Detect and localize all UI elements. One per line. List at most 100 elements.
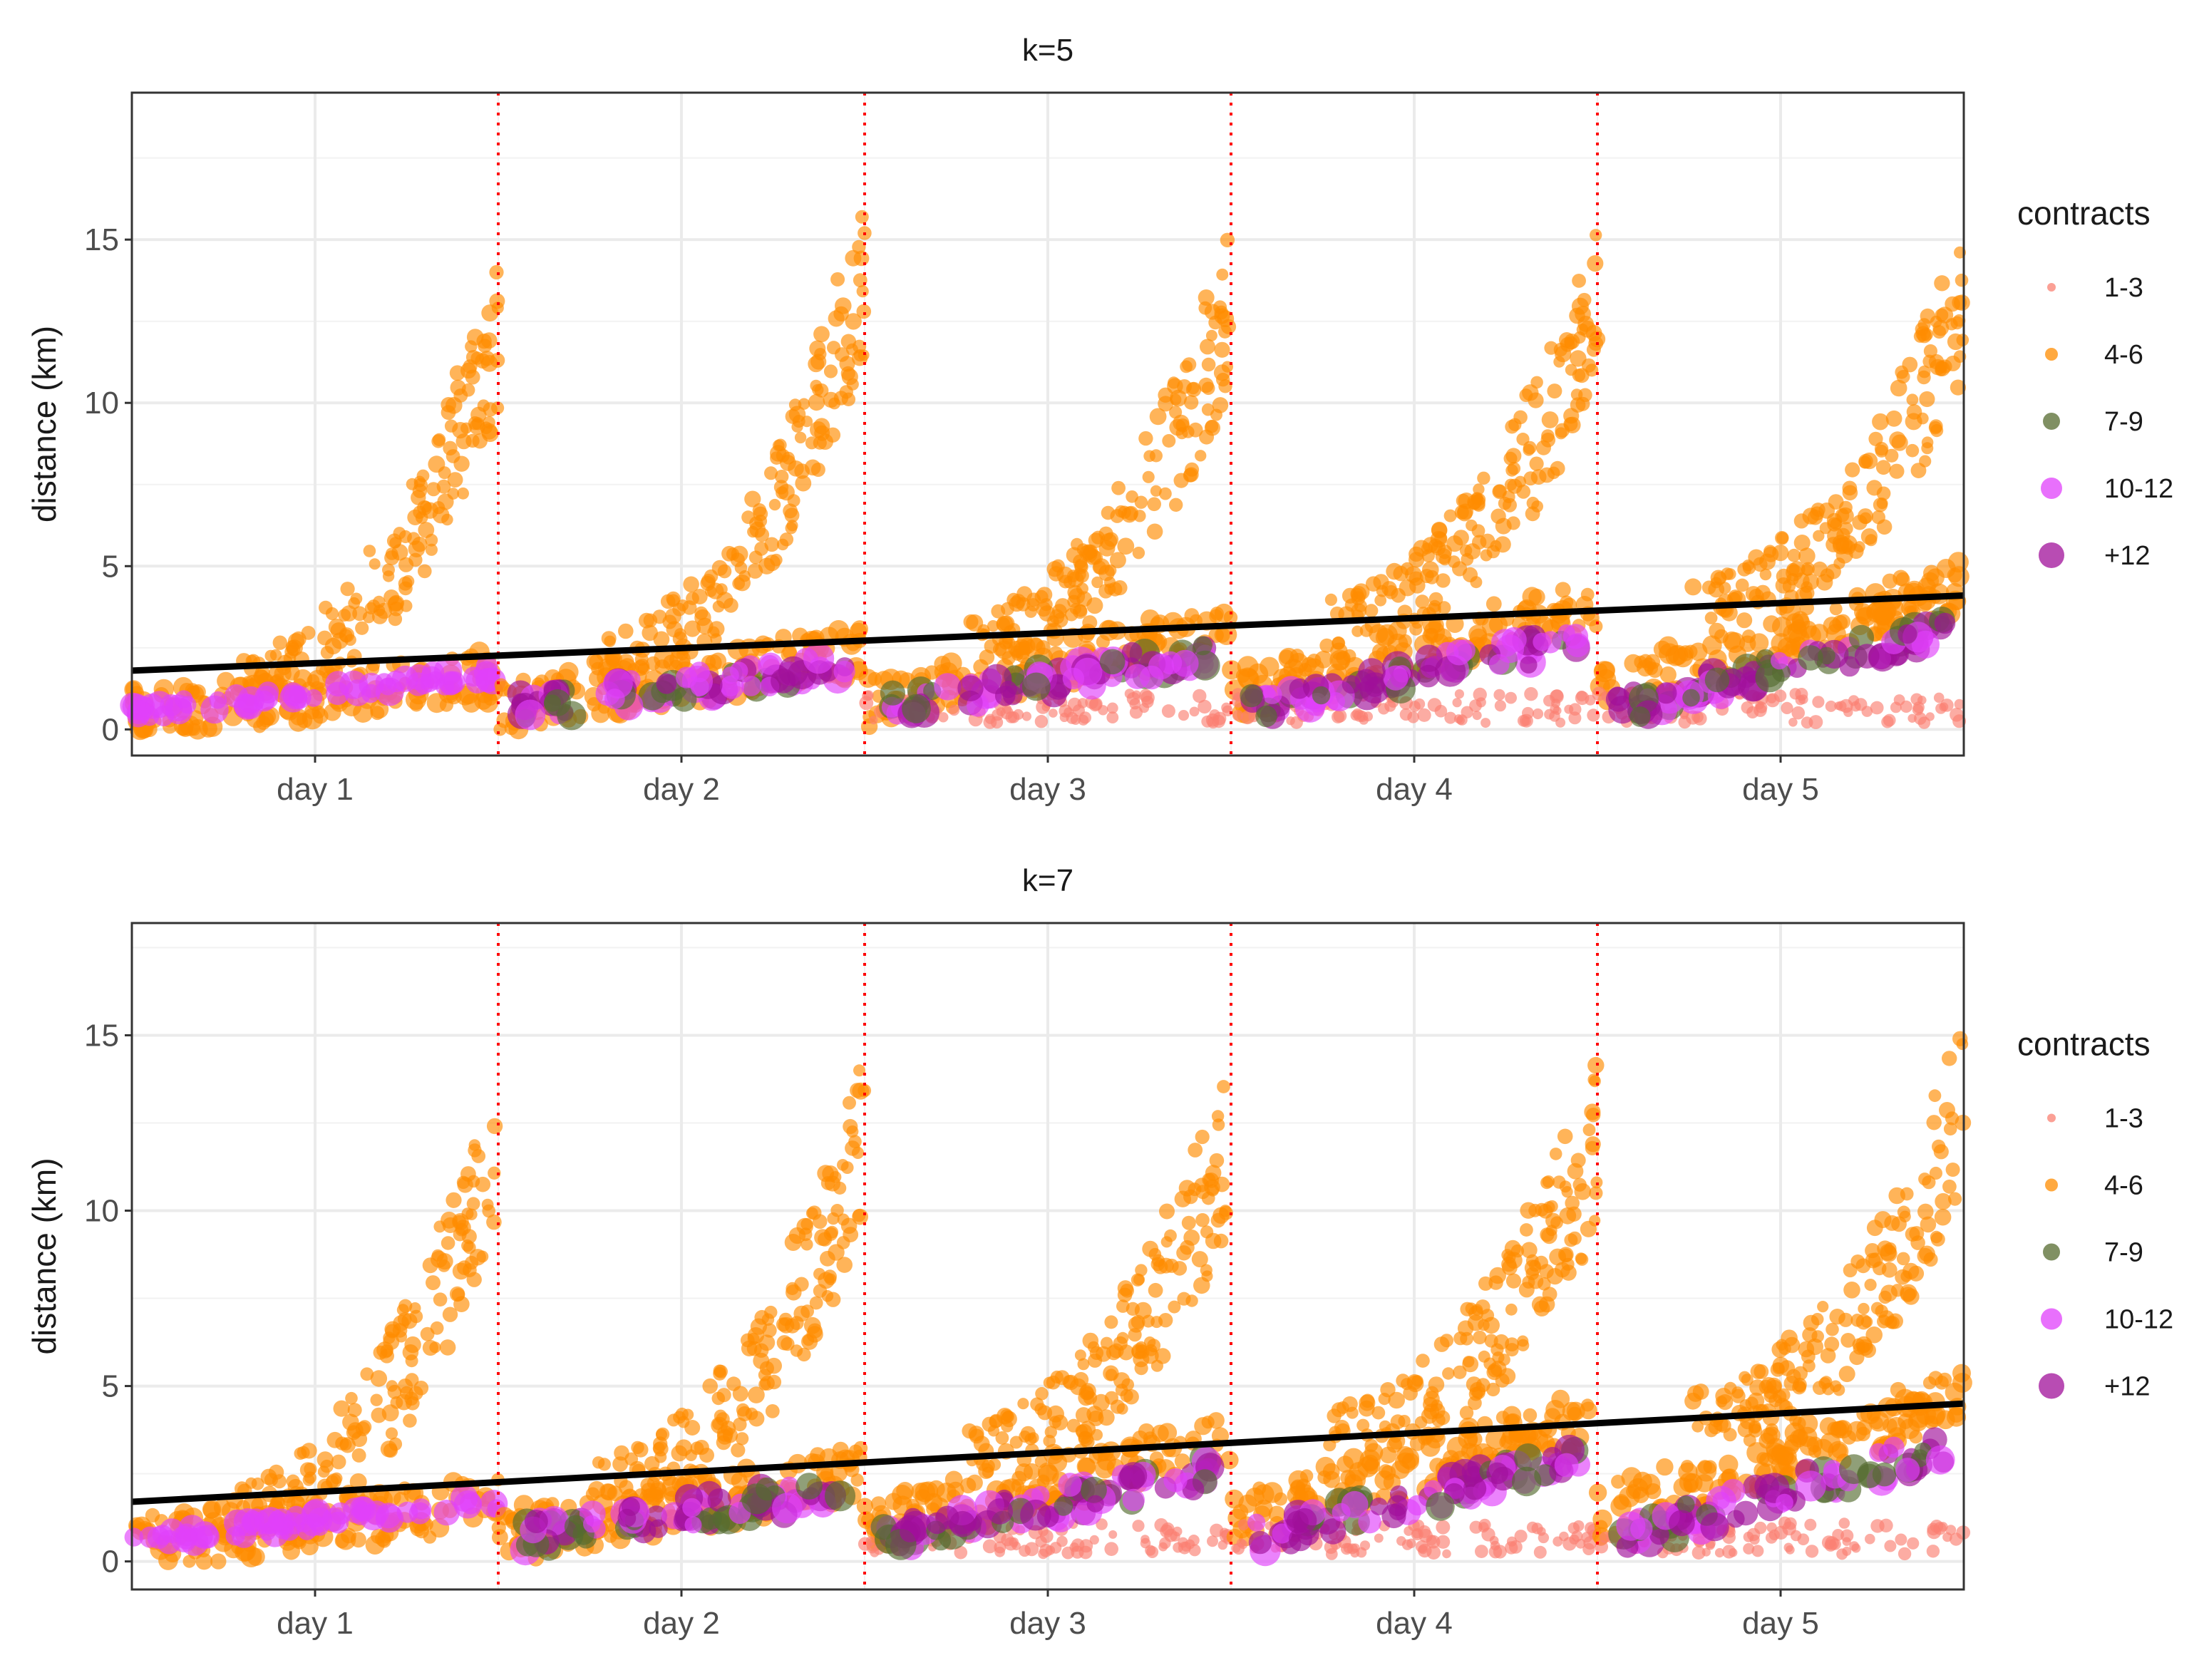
data-point <box>408 540 426 557</box>
data-point <box>805 436 818 450</box>
data-point <box>1147 497 1161 512</box>
data-point <box>1205 419 1219 433</box>
x-tick-label: day 5 <box>1742 1606 1819 1641</box>
data-point <box>1478 1518 1491 1531</box>
legend-label: 1-3 <box>2104 273 2143 303</box>
data-point <box>1172 1526 1183 1537</box>
data-point <box>1232 1542 1245 1555</box>
data-point <box>1555 345 1572 363</box>
data-point <box>190 1521 219 1550</box>
data-point <box>465 433 480 448</box>
data-point <box>1842 480 1858 496</box>
legend-key <box>2047 283 2056 292</box>
data-point <box>684 1516 702 1534</box>
x-tick-label: day 1 <box>277 772 354 807</box>
data-point <box>476 333 492 349</box>
data-point <box>1950 316 1964 330</box>
data-point <box>1709 622 1726 639</box>
data-point <box>1111 480 1126 495</box>
data-point <box>1159 1203 1175 1220</box>
data-point <box>1217 1080 1230 1093</box>
data-point <box>1209 1153 1225 1168</box>
data-point <box>1655 682 1677 704</box>
data-point <box>1046 561 1063 577</box>
data-point <box>814 383 829 398</box>
data-point <box>1749 1379 1766 1396</box>
data-point <box>1431 1399 1443 1411</box>
data-point <box>759 1361 774 1376</box>
data-point <box>712 600 725 613</box>
data-point <box>948 704 960 716</box>
data-point <box>1587 1056 1605 1074</box>
data-point <box>1163 1468 1188 1493</box>
data-point <box>1581 358 1596 373</box>
data-point <box>1575 1252 1587 1264</box>
data-point <box>785 408 800 424</box>
data-point <box>1126 490 1138 503</box>
data-point <box>1547 466 1560 480</box>
data-point <box>1341 1490 1369 1518</box>
data-point <box>1205 329 1217 341</box>
data-point <box>1632 1486 1649 1503</box>
data-point <box>1443 509 1457 522</box>
data-point <box>1407 1495 1428 1516</box>
data-point <box>761 1313 775 1326</box>
data-point <box>1838 1312 1853 1327</box>
data-point <box>1024 605 1037 618</box>
data-point <box>1546 1268 1564 1285</box>
data-point <box>307 674 320 687</box>
data-point <box>142 721 158 738</box>
data-point <box>1691 1420 1704 1433</box>
data-point <box>1142 470 1155 483</box>
data-point <box>1898 1547 1912 1561</box>
data-point <box>1456 714 1468 726</box>
data-point <box>195 1552 213 1570</box>
data-point <box>1629 706 1651 727</box>
data-point <box>1476 697 1486 708</box>
data-point <box>1473 1330 1487 1345</box>
data-point <box>639 612 654 629</box>
data-point <box>788 398 802 411</box>
data-point <box>1086 1495 1104 1512</box>
data-point <box>747 1332 760 1345</box>
data-point <box>1182 1478 1205 1501</box>
data-point <box>845 1140 860 1156</box>
data-point <box>335 1530 356 1550</box>
data-point <box>349 1473 367 1490</box>
data-point <box>741 676 762 696</box>
data-point <box>1019 1545 1031 1557</box>
data-point <box>1919 391 1935 408</box>
data-point <box>269 649 282 661</box>
data-point <box>817 433 833 450</box>
data-point <box>1850 1314 1864 1327</box>
data-point <box>1092 1393 1110 1411</box>
data-point <box>1076 1457 1096 1476</box>
data-point <box>1080 1476 1107 1503</box>
data-point <box>1930 1232 1945 1247</box>
data-point <box>1948 1192 1962 1206</box>
data-point <box>1567 1231 1582 1245</box>
data-point <box>452 1262 470 1280</box>
data-point <box>1857 606 1877 627</box>
data-point <box>869 716 878 725</box>
data-point <box>843 1227 859 1242</box>
data-point <box>1885 410 1902 427</box>
data-point <box>1079 1539 1093 1553</box>
data-point <box>856 285 869 298</box>
data-point <box>1078 1431 1093 1447</box>
data-point <box>709 652 727 669</box>
data-point <box>301 1443 317 1459</box>
data-point <box>984 639 999 654</box>
data-point <box>1099 649 1126 675</box>
data-point <box>833 306 849 322</box>
data-point <box>1478 1350 1490 1363</box>
data-point <box>383 1443 398 1458</box>
data-point <box>317 630 332 646</box>
data-point <box>1789 1413 1802 1427</box>
data-point <box>776 538 789 551</box>
data-point <box>1928 1089 1942 1103</box>
data-point <box>1488 1363 1503 1378</box>
data-point <box>446 449 460 463</box>
data-point <box>1342 587 1359 604</box>
data-point <box>1781 701 1793 715</box>
